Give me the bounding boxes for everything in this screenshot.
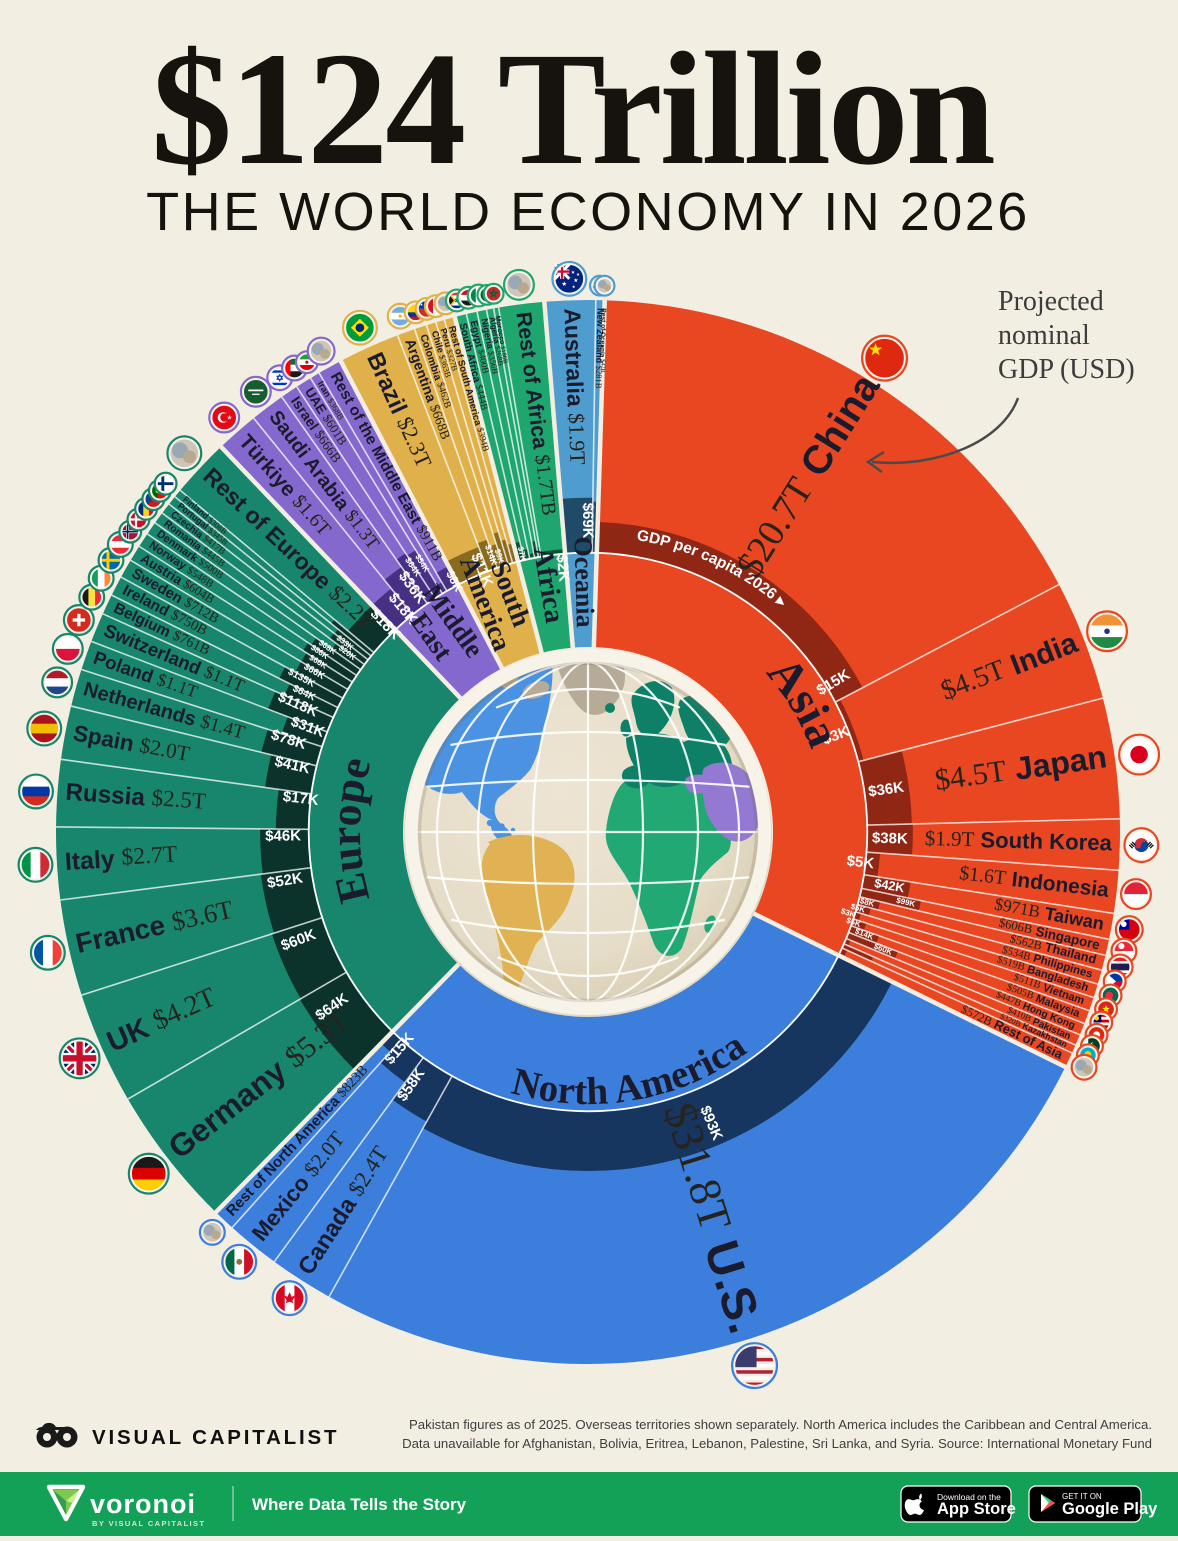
- svg-text:Italy$2.7T: Italy $2.7T: [64, 841, 179, 876]
- svg-text:$3K: $3K: [840, 906, 857, 919]
- svg-text:$46K: $46K: [265, 827, 301, 845]
- svg-text:$36K: $36K: [867, 779, 905, 801]
- svg-text:New Zealand$281B: New Zealand$281B: [593, 308, 605, 389]
- svg-text:Rest of Oceania$47B: Rest of Oceania$47B: [598, 308, 607, 372]
- svg-text:THE WORLD ECONOMY IN 2026: THE WORLD ECONOMY IN 2026: [146, 182, 1030, 242]
- svg-text:Download on the: Download on the: [937, 1492, 1001, 1502]
- svg-text:$99K: $99K: [895, 896, 916, 909]
- svg-text:voronoi: voronoi: [90, 1489, 196, 1519]
- svg-text:Data unavailable for Afghanist: Data unavailable for Afghanistan, Bolivi…: [402, 1436, 1152, 1451]
- svg-text:$38K: $38K: [872, 830, 908, 848]
- svg-text:Morocco$186B: Morocco$186B: [494, 315, 510, 364]
- svg-text:Australia$1.9T: Australia$1.9T: [559, 308, 590, 465]
- svg-text:$17K: $17K: [282, 788, 320, 809]
- svg-text:$7K: $7K: [516, 546, 528, 563]
- svg-text:Pakistan figures as of 2025. O: Pakistan figures as of 2025. Overseas te…: [409, 1417, 1152, 1432]
- svg-text:$8K: $8K: [859, 896, 876, 908]
- svg-text:$2K: $2K: [553, 553, 573, 582]
- svg-text:$5K: $5K: [846, 852, 875, 872]
- svg-text:GET IT ON: GET IT ON: [1062, 1492, 1102, 1501]
- svg-text:$52K: $52K: [266, 869, 304, 892]
- svg-text:Google Play: Google Play: [1062, 1500, 1158, 1518]
- svg-text:App Store: App Store: [937, 1500, 1016, 1518]
- svg-text:Where Data Tells the Story: Where Data Tells the Story: [252, 1495, 467, 1514]
- svg-text:$9K: $9K: [493, 548, 506, 565]
- svg-text:$124 Trillion: $124 Trillion: [151, 20, 994, 199]
- svg-text:$5K: $5K: [850, 902, 867, 915]
- svg-text:BY VISUAL CAPITALIST: BY VISUAL CAPITALIST: [92, 1519, 205, 1528]
- svg-text:VISUAL CAPITALIST: VISUAL CAPITALIST: [92, 1426, 339, 1449]
- svg-text:Oceania: Oceania: [569, 536, 600, 628]
- svg-text:$42K: $42K: [873, 875, 906, 895]
- svg-text:$69K: $69K: [579, 503, 596, 539]
- svg-text:Russia$2.5T: Russia $2.5T: [65, 778, 207, 816]
